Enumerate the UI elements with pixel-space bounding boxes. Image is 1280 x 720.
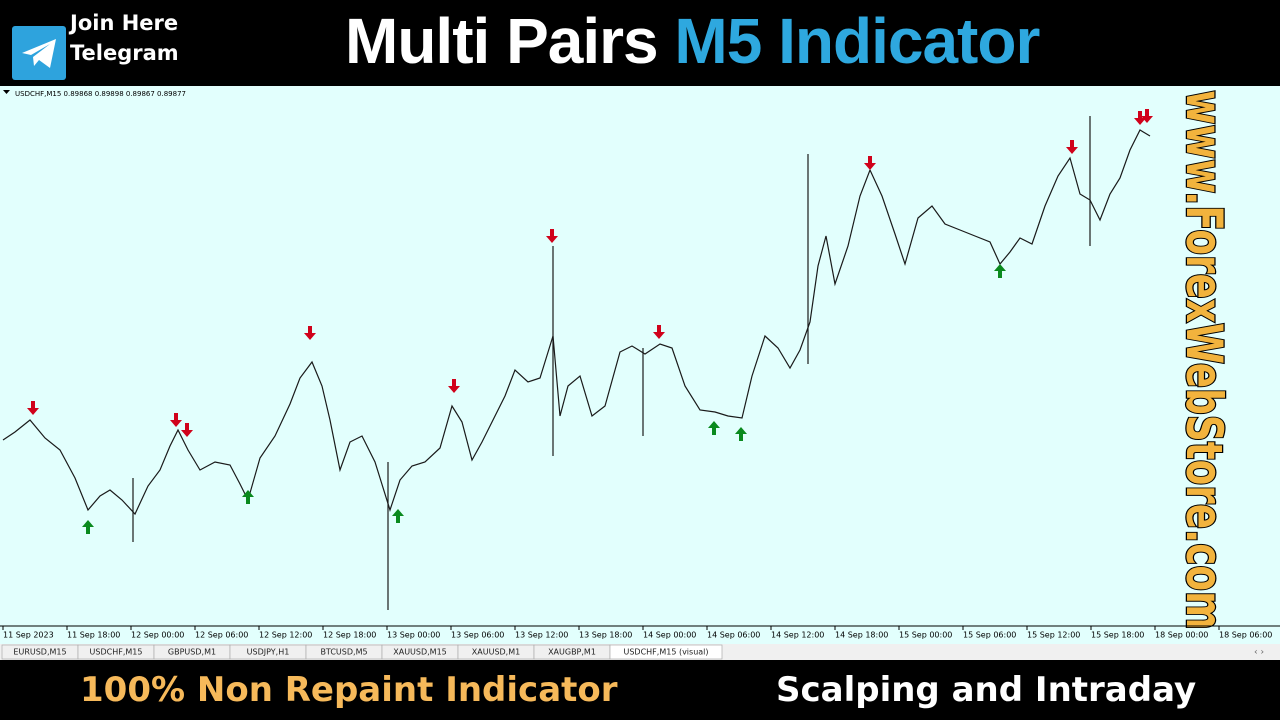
tab-label[interactable]: GBPUSD,M1 [168, 648, 216, 657]
symbol-info: USDCHF,M15 0.89868 0.89898 0.89867 0.898… [15, 90, 186, 98]
time-label: 18 Sep 06:00 [1219, 631, 1272, 640]
time-label: 13 Sep 18:00 [579, 631, 632, 640]
time-label: 15 Sep 06:00 [963, 631, 1016, 640]
footer-left: 100% Non Repaint Indicator [80, 670, 618, 710]
tab-label[interactable]: XAUGBP,M1 [548, 648, 596, 657]
chart-menu-icon [3, 90, 10, 94]
sell-arrow [27, 401, 39, 415]
title: Multi Pairs M5 Indicator [345, 4, 1040, 78]
tab-label[interactable]: XAUUSD,M15 [393, 648, 447, 657]
sell-arrow [546, 229, 558, 243]
buy-arrow [994, 264, 1006, 278]
time-label: 14 Sep 06:00 [707, 631, 760, 640]
time-label: 13 Sep 00:00 [387, 631, 440, 640]
sell-arrow [448, 379, 460, 393]
tab-label[interactable]: USDJPY,H1 [247, 648, 290, 657]
buy-arrow [82, 520, 94, 534]
tab-active[interactable] [609, 644, 723, 660]
sell-arrow [170, 413, 182, 427]
tabs: EURUSD,M15 USDCHF,M15 GBPUSD,M1 USDJPY,H1 BT… [1, 644, 723, 660]
telegram-icon[interactable] [12, 26, 66, 80]
sell-signals [27, 109, 1153, 437]
chart-window: USDCHF,M15 0.89868 0.89898 0.89867 0.898… [0, 86, 1280, 660]
tab-label[interactable]: EURUSD,M15 [13, 648, 66, 657]
chart-canvas: USDCHF,M15 0.89868 0.89898 0.89867 0.898… [0, 89, 1280, 660]
time-label: 12 Sep 00:00 [131, 631, 184, 640]
price-line [2, 129, 1151, 516]
join-line: Join Here [70, 11, 179, 35]
footer-right: Scalping and Intraday [776, 670, 1197, 710]
title-main: Multi Pairs [345, 5, 659, 77]
time-label: 14 Sep 12:00 [771, 631, 824, 640]
time-label: 14 Sep 18:00 [835, 631, 888, 640]
time-label: 12 Sep 18:00 [323, 631, 376, 640]
join-line: Telegram [70, 41, 179, 65]
time-label: 15 Sep 18:00 [1091, 631, 1144, 640]
buy-arrow [735, 427, 747, 441]
sell-arrow [304, 326, 316, 340]
title-highlight: M5 Indicator [674, 5, 1040, 77]
buy-arrow [708, 421, 720, 435]
tab-label[interactable]: XAUUSD,M1 [472, 648, 520, 657]
buy-signals [82, 264, 1006, 534]
footer-bar: 100% Non Repaint Indicator Scalping and … [0, 660, 1280, 720]
watermark: www.ForexWebStore.com [1175, 90, 1233, 630]
price-series [2, 116, 1151, 610]
time-axis: 11 Sep 2023 11 Sep 18:00 12 Sep 00:00 12 Se… [2, 626, 1272, 640]
buy-arrow [392, 509, 404, 523]
time-label: 18 Sep 00:00 [1155, 631, 1208, 640]
telegram-link[interactable]: Join Here Telegram [70, 8, 179, 68]
time-label: 11 Sep 2023 [3, 631, 54, 640]
tab-label[interactable]: BTCUSD,M5 [320, 648, 367, 657]
sell-arrow [181, 423, 193, 437]
time-label: 11 Sep 18:00 [67, 631, 120, 640]
header-bar: Join Here Telegram Multi Pairs M5 Indica… [0, 0, 1280, 86]
sell-arrow [653, 325, 665, 339]
tab-label[interactable]: USDCHF,M15 (visual) [623, 648, 708, 657]
tab-scroll[interactable]: ‹ › [1254, 648, 1264, 658]
time-label: 12 Sep 12:00 [259, 631, 312, 640]
tab-label[interactable]: USDCHF,M15 [90, 648, 143, 657]
time-label: 12 Sep 06:00 [195, 631, 248, 640]
time-label: 13 Sep 12:00 [515, 631, 568, 640]
sell-arrow [1066, 140, 1078, 154]
time-label: 15 Sep 12:00 [1027, 631, 1080, 640]
time-label: 15 Sep 00:00 [899, 631, 952, 640]
time-label: 13 Sep 06:00 [451, 631, 504, 640]
time-label: 14 Sep 00:00 [643, 631, 696, 640]
sell-arrow [864, 156, 876, 170]
